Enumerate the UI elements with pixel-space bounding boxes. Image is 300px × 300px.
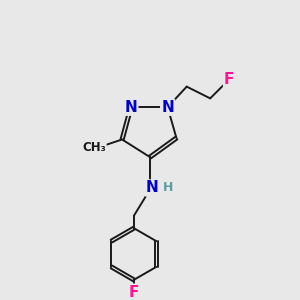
Text: N: N — [161, 100, 174, 115]
Text: CH₃: CH₃ — [82, 141, 106, 154]
Text: N: N — [146, 180, 159, 195]
Text: F: F — [224, 72, 235, 87]
Text: F: F — [129, 285, 139, 300]
Text: N: N — [124, 100, 137, 115]
Text: H: H — [163, 182, 173, 194]
